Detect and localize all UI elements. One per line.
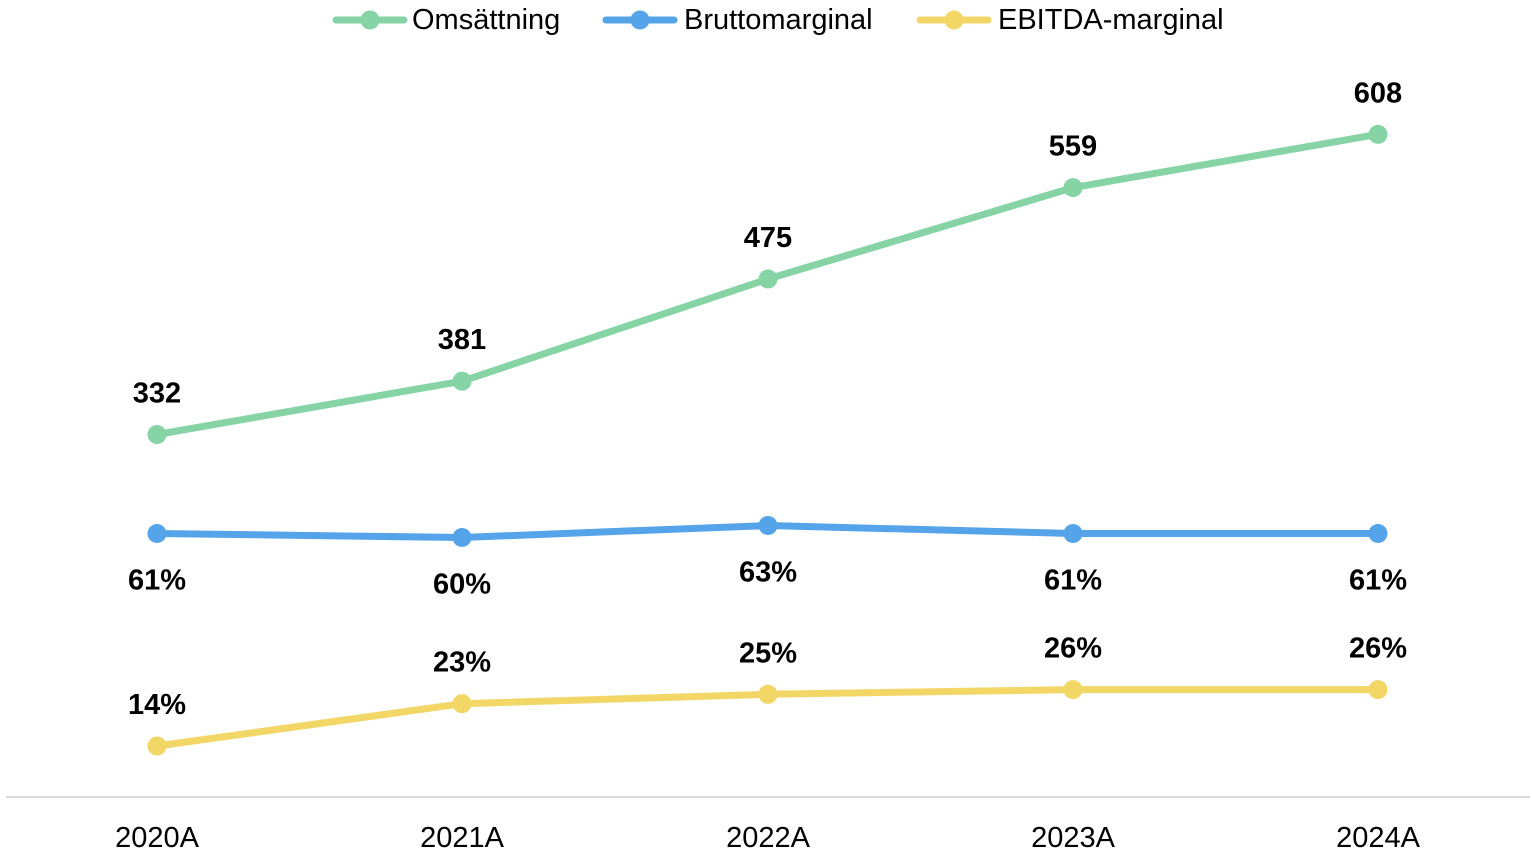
data-label-ebitda-2020A: 14% bbox=[128, 689, 186, 721]
series-gross: 61% 60% 63% 61% 61% bbox=[128, 516, 1407, 601]
data-label-revenue-2023A: 559 bbox=[1049, 131, 1097, 163]
data-label-ebitda-2021A: 23% bbox=[433, 647, 491, 679]
legend-swatch-marker-gross bbox=[630, 10, 650, 30]
x-tick-label-2021A: 2021A bbox=[420, 822, 505, 854]
x-tick-label-2020A: 2020A bbox=[115, 822, 200, 854]
data-point-revenue-2020A bbox=[147, 425, 167, 444]
data-label-ebitda-2022A: 25% bbox=[739, 637, 797, 669]
data-label-revenue-2020A: 332 bbox=[133, 378, 181, 410]
data-label-ebitda-2024A: 26% bbox=[1349, 633, 1407, 665]
data-label-revenue-2024A: 608 bbox=[1354, 77, 1402, 109]
data-point-gross-2020A bbox=[147, 524, 167, 543]
data-point-ebitda-2024A bbox=[1368, 680, 1388, 700]
data-point-ebitda-2021A bbox=[452, 694, 472, 714]
legend: Omsättning Bruttomarginal EBITDA-marginal bbox=[332, 4, 1224, 36]
legend-label-ebitda: EBITDA-marginal bbox=[998, 4, 1224, 36]
legend-swatch-marker-ebitda bbox=[944, 10, 964, 30]
data-label-gross-2022A: 63% bbox=[739, 557, 797, 589]
data-point-ebitda-2022A bbox=[758, 684, 778, 704]
x-tick-label-2023A: 2023A bbox=[1031, 822, 1116, 854]
data-point-gross-2022A bbox=[758, 516, 778, 535]
data-point-gross-2024A bbox=[1368, 524, 1388, 543]
data-point-gross-2023A bbox=[1063, 524, 1083, 543]
legend-item-ebitda: EBITDA-marginal bbox=[916, 4, 1224, 36]
data-point-ebitda-2023A bbox=[1063, 680, 1083, 700]
data-point-revenue-2023A bbox=[1063, 178, 1083, 198]
x-tick-label-2024A: 2024A bbox=[1336, 822, 1421, 854]
x-tick-label-2022A: 2022A bbox=[726, 822, 811, 854]
data-label-revenue-2022A: 475 bbox=[744, 222, 792, 254]
data-label-gross-2024A: 61% bbox=[1349, 565, 1407, 597]
legend-swatch-marker-revenue bbox=[360, 10, 380, 30]
plot-area: 332 381 475 559 608 61% 60% 63% 61% 61% 14% 23% 25% 2… bbox=[128, 77, 1407, 756]
data-point-ebitda-2020A bbox=[147, 736, 167, 756]
legend-item-gross: Bruttomarginal bbox=[602, 4, 873, 36]
legend-item-revenue: Omsättning bbox=[332, 4, 560, 36]
data-point-gross-2021A bbox=[452, 528, 472, 547]
data-label-ebitda-2023A: 26% bbox=[1044, 633, 1102, 665]
data-point-revenue-2024A bbox=[1368, 124, 1388, 144]
x-axis: 2020A 2021A 2022A 2023A 2024A bbox=[115, 822, 1421, 854]
series-ebitda: 14% 23% 25% 26% 26% bbox=[128, 633, 1407, 756]
legend-label-gross: Bruttomarginal bbox=[684, 4, 873, 36]
data-label-gross-2023A: 61% bbox=[1044, 565, 1102, 597]
data-label-gross-2020A: 61% bbox=[128, 565, 186, 597]
data-point-revenue-2022A bbox=[758, 269, 778, 289]
data-label-revenue-2021A: 381 bbox=[438, 324, 486, 356]
data-label-gross-2021A: 60% bbox=[433, 569, 491, 601]
series-revenue: 332 381 475 559 608 bbox=[133, 77, 1402, 444]
data-point-revenue-2021A bbox=[452, 371, 472, 391]
legend-label-revenue: Omsättning bbox=[412, 4, 560, 36]
